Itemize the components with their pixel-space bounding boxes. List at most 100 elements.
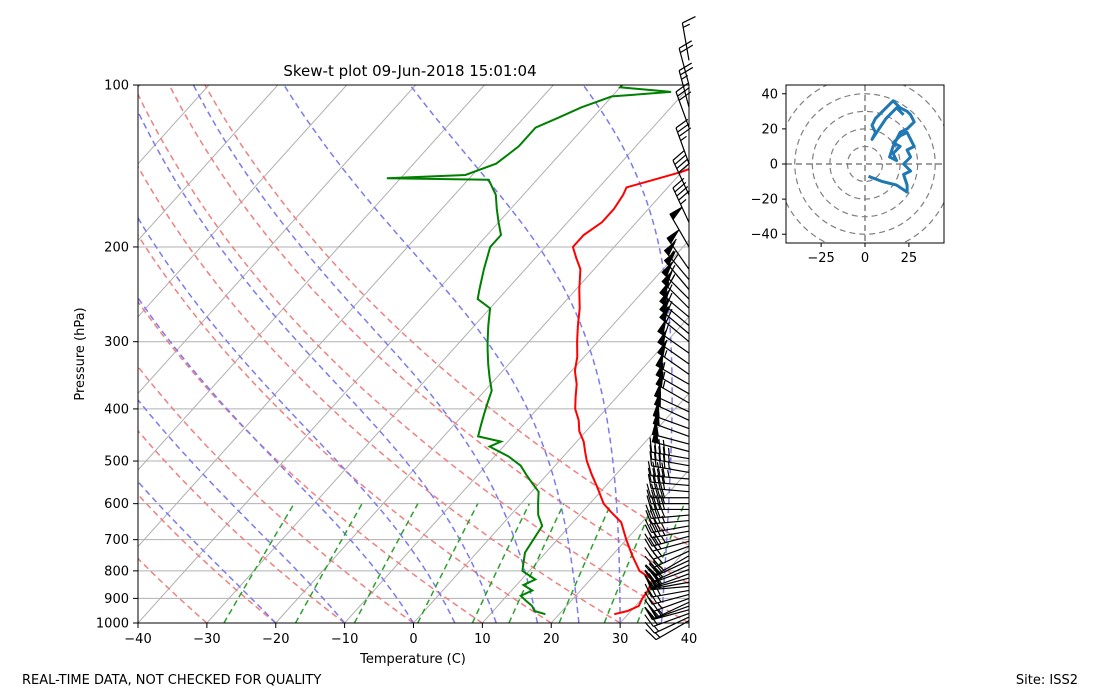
wind-barb: [663, 251, 690, 290]
mixing-ratio-line: [558, 503, 612, 623]
wind-barb: [644, 559, 690, 578]
x-axis-label: Temperature (C): [359, 652, 466, 667]
wind-barb: [647, 461, 690, 480]
moist-adiabat: [138, 398, 346, 623]
wind-barb-feather: [655, 489, 661, 504]
isotherm-line: [138, 85, 623, 623]
wind-barb-feather: [665, 284, 673, 299]
wind-barb: [669, 206, 690, 248]
wind-barb-staff: [675, 91, 690, 128]
wind-barb: [644, 522, 690, 539]
wind-barb-feather: [647, 467, 652, 483]
moist-adiabat: [192, 85, 539, 623]
wind-barb-feather: [658, 439, 662, 454]
mixing-ratio-line: [603, 503, 655, 623]
wind-barb-staff: [655, 555, 690, 576]
wind-barb-staff: [678, 48, 690, 86]
wind-barb-feather: [646, 483, 652, 498]
wind-barb-feather: [644, 614, 654, 627]
wind-barb-half-feather: [667, 461, 670, 470]
wind-barb-staff: [651, 525, 690, 534]
x-tick-label: −40: [124, 632, 151, 647]
wind-barb-feather: [655, 483, 661, 498]
wind-barb-feather: [644, 565, 656, 577]
wind-barb: [644, 536, 690, 552]
wind-barb-half-feather: [667, 454, 670, 463]
wind-barb-feather: [644, 524, 653, 539]
wind-barb-feather: [665, 308, 673, 323]
wind-barb-staff: [652, 609, 690, 621]
mixing-ratio-line: [508, 503, 565, 623]
wind-barb-staff: [654, 559, 690, 578]
wind-barb-flag: [666, 229, 680, 245]
wind-barb-feather: [652, 474, 657, 489]
hodograph-x-tick-label: −25: [807, 251, 834, 266]
wind-barb-feather: [647, 461, 652, 476]
wind-barb-half-feather: [653, 625, 660, 632]
wind-barb-feather: [652, 536, 662, 550]
wind-barb: [681, 16, 696, 61]
wind-barb: [666, 229, 690, 270]
wind-barb-staff: [651, 481, 690, 487]
wind-barb-staff: [675, 127, 690, 164]
wind-barb: [653, 382, 690, 413]
wind-barb-feather: [677, 123, 690, 133]
wind-barb-staff: [672, 160, 690, 196]
wind-barb-half-feather: [661, 528, 666, 536]
wind-barb-staff: [654, 601, 690, 619]
wind-barb-feather: [644, 606, 656, 619]
wind-barb-feather: [644, 621, 656, 634]
wind-barb-staff: [654, 616, 690, 634]
mixing-ratio-line: [353, 503, 419, 623]
wind-barb-feather: [644, 538, 653, 552]
wind-barb-feather: [650, 483, 657, 498]
wind-barb-half-feather: [670, 274, 676, 282]
wind-barb-feather: [644, 574, 654, 588]
dry-adiabat: [138, 234, 552, 623]
x-tick-label: 0: [409, 632, 417, 647]
wind-barb: [646, 483, 689, 499]
wind-barb-staff: [651, 458, 690, 467]
dry-adiabat: [138, 300, 483, 623]
wind-barb-half-feather: [663, 350, 668, 358]
y-tick-label: 900: [104, 592, 129, 607]
wind-barb-staff: [678, 70, 690, 108]
wind-barb-feather: [653, 517, 661, 532]
wind-barb: [646, 489, 689, 505]
wind-barb-staff: [653, 545, 690, 560]
wind-barb-staff: [652, 577, 690, 589]
hodograph-y-tick-label: 20: [761, 122, 778, 137]
hodograph-x-tick-label: 25: [901, 251, 918, 266]
wind-barb-half-feather: [661, 536, 666, 543]
wind-barb-staff: [651, 465, 690, 474]
wind-barb-feather: [646, 489, 652, 504]
moist-adiabat: [138, 109, 497, 623]
wind-barb-staff: [655, 620, 690, 641]
wind-barb-flag: [655, 352, 664, 370]
wind-barb-flag: [651, 420, 659, 437]
wind-barb-staff: [653, 612, 690, 628]
hodograph-y-tick-label: 0: [770, 158, 778, 173]
wind-barb-half-feather: [661, 523, 666, 531]
wind-barb-half-feather: [682, 23, 690, 28]
wind-barb: [644, 590, 690, 605]
wind-barb-feather: [661, 468, 666, 484]
wind-barb-feather: [658, 503, 666, 518]
y-tick-label: 800: [104, 564, 129, 579]
wind-barb-feather: [652, 561, 664, 574]
wind-barb-feather: [656, 474, 661, 490]
moist-adiabat: [409, 85, 621, 623]
isotherm-line: [344, 239, 689, 623]
wind-barb-feather: [644, 555, 656, 568]
dry-adiabat: [138, 165, 621, 623]
x-tick-label: 10: [474, 632, 491, 647]
chart-title: Skew-t plot 09-Jun-2018 15:01:04: [283, 62, 536, 80]
wind-barb-feather: [645, 629, 657, 641]
isotherm-line: [0, 85, 71, 623]
wind-barb: [644, 582, 690, 598]
wind-barb-staff: [651, 475, 690, 480]
wind-barb: [649, 437, 690, 460]
wind-barb-half-feather: [680, 135, 687, 142]
wind-barb-feather: [649, 444, 653, 460]
